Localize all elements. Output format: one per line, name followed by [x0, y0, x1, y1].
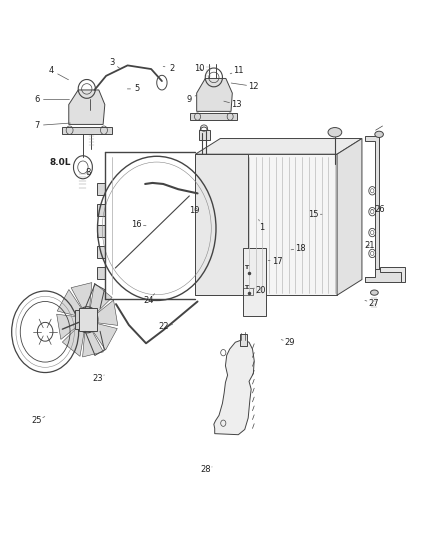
Bar [97, 225, 105, 237]
Ellipse shape [328, 127, 342, 137]
Text: 4: 4 [49, 66, 54, 75]
Bar [240, 334, 247, 346]
Bar [244, 288, 253, 295]
Text: 18: 18 [295, 244, 306, 253]
Polygon shape [71, 282, 92, 314]
Text: T: T [244, 265, 248, 270]
Polygon shape [195, 154, 337, 295]
Text: 20: 20 [256, 286, 266, 295]
Polygon shape [69, 90, 105, 124]
Text: 9: 9 [186, 95, 191, 104]
Text: 29: 29 [285, 338, 295, 347]
Polygon shape [337, 139, 362, 295]
Text: 2: 2 [169, 63, 174, 72]
Text: 11: 11 [233, 66, 244, 75]
Bar [243, 248, 266, 316]
Polygon shape [365, 269, 401, 282]
Text: 28: 28 [200, 465, 211, 474]
Text: 27: 27 [368, 298, 379, 308]
Polygon shape [57, 314, 82, 340]
Polygon shape [89, 322, 117, 350]
Text: 15: 15 [308, 210, 319, 219]
Polygon shape [197, 78, 232, 111]
Text: 6: 6 [34, 95, 39, 104]
Text: 19: 19 [189, 206, 200, 215]
Text: 7: 7 [34, 121, 39, 130]
Text: 25: 25 [32, 416, 42, 425]
Polygon shape [92, 300, 118, 326]
Text: 8: 8 [85, 168, 91, 177]
Bar [97, 246, 105, 258]
Text: 17: 17 [272, 257, 282, 266]
Polygon shape [195, 139, 362, 154]
Text: 8.0L: 8.0L [49, 158, 71, 166]
Ellipse shape [371, 290, 378, 295]
Text: 22: 22 [158, 322, 169, 331]
Polygon shape [195, 154, 248, 295]
Text: T: T [244, 285, 248, 290]
Polygon shape [62, 126, 112, 134]
Polygon shape [57, 289, 85, 317]
Text: 3: 3 [109, 58, 114, 67]
Text: 16: 16 [131, 220, 142, 229]
Bar [199, 130, 209, 140]
Polygon shape [214, 340, 254, 435]
Bar [97, 204, 105, 216]
Polygon shape [83, 326, 103, 357]
Text: 23: 23 [93, 374, 103, 383]
Ellipse shape [375, 131, 383, 138]
Bar [97, 266, 105, 279]
Text: 5: 5 [135, 84, 140, 93]
Bar [75, 310, 85, 329]
Text: 12: 12 [248, 82, 258, 91]
Text: 10: 10 [194, 63, 205, 72]
Bar [97, 183, 105, 196]
Polygon shape [89, 283, 112, 317]
Polygon shape [365, 136, 379, 282]
Text: 1: 1 [259, 223, 265, 232]
Polygon shape [380, 266, 405, 282]
Text: 26: 26 [374, 205, 385, 214]
Text: 21: 21 [364, 241, 374, 250]
Bar [80, 308, 97, 332]
Text: 24: 24 [143, 296, 153, 305]
Text: 13: 13 [231, 100, 241, 109]
Polygon shape [62, 322, 85, 357]
Polygon shape [190, 113, 237, 120]
